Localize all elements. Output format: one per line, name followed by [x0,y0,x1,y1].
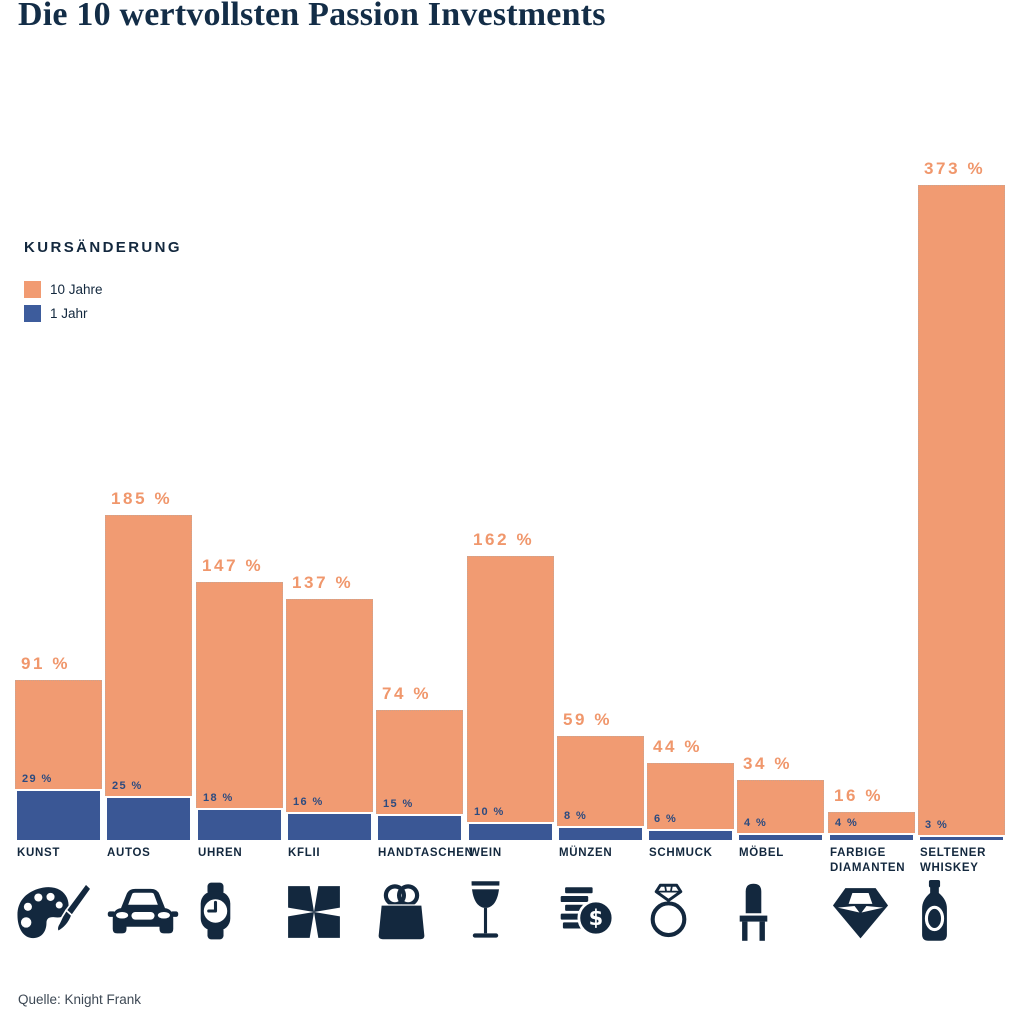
legend-heading: KURSÄNDERUNG [24,239,182,256]
bar-10-jahre [557,736,644,840]
bar-10-jahre [647,763,734,840]
bar-1-jahr [286,812,373,840]
legend-item-label: 1 Jahr [50,306,88,321]
category-label: WEIN [469,847,502,859]
value-label-10-jahre: 137 % [292,573,354,592]
wine-glass-icon [468,880,503,942]
palette-icon [16,883,92,941]
legend-item-label: 10 Jahre [50,282,103,297]
category-label: MÖBEL [739,847,785,859]
legend-swatch-1 [24,305,41,322]
chair-icon [738,882,769,942]
legend-swatch-0 [24,281,41,298]
value-label-10-jahre: 59 % [563,710,613,729]
value-label-1-jahr: 16 % [293,796,324,808]
diamond-icon [829,886,892,940]
bar-1-jahr [828,833,915,840]
bar-10-jahre [196,582,283,840]
category-label: HANDTASCHEN [378,847,474,859]
page-title: Die 10 wertvollsten Passion Investments [18,0,606,33]
value-label-10-jahre: 74 % [382,684,432,703]
chart-legend: KURSÄNDERUNG 10 Jahre 1 Jahr [24,239,182,329]
value-label-1-jahr: 15 % [383,798,414,810]
bar-10-jahre [467,556,554,840]
source-note: Quelle: Knight Frank [18,992,142,1007]
bar-1-jahr [376,814,463,840]
value-label-1-jahr: 3 % [925,819,949,831]
category-label: UHREN [198,847,243,859]
bar-1-jahr [647,829,734,840]
bar-10-jahre [737,780,824,840]
value-label-10-jahre: 91 % [21,654,71,673]
value-label-10-jahre: 162 % [473,530,535,549]
bar-10-jahre [286,599,373,840]
category-label: SCHMUCK [649,847,713,859]
value-label-10-jahre: 34 % [743,754,793,773]
value-label-1-jahr: 29 % [22,773,53,785]
legend-item: 1 Jahr [24,305,182,322]
value-label-1-jahr: 18 % [203,792,234,804]
legend-items: 10 Jahre 1 Jahr [24,281,182,322]
car-icon [106,885,180,940]
bar-10-jahre [105,515,192,840]
watch-icon [197,880,234,942]
coins-icon: $ [558,885,614,940]
bar-1-jahr [196,808,283,840]
bar-1-jahr [557,826,644,840]
category-label: SELTENER WHISKEY [920,847,987,874]
category-label: FARBIGE DIAMANTEN [830,847,906,874]
legend-item: 10 Jahre [24,281,182,298]
bar-1-jahr [467,822,554,840]
bar-1-jahr [737,833,824,840]
handbag-icon [377,881,426,941]
category-label: KFLII [288,847,321,859]
category-label: KUNST [17,847,61,859]
value-label-1-jahr: 4 % [835,817,859,829]
value-label-1-jahr: 25 % [112,780,143,792]
ring-icon [648,880,689,942]
value-label-1-jahr: 10 % [474,806,505,818]
whiskey-bottle-icon [919,880,950,942]
bar-10-jahre [918,185,1005,840]
bar-1-jahr [15,789,102,840]
value-label-1-jahr: 4 % [744,817,768,829]
bar-1-jahr [105,796,192,840]
value-label-1-jahr: 6 % [654,813,678,825]
svg-text:$: $ [589,906,604,930]
kflii-pattern-icon [287,885,341,939]
value-label-10-jahre: 44 % [653,737,703,756]
category-label: MÜNZEN [559,847,613,859]
value-label-10-jahre: 185 % [111,489,173,508]
value-label-1-jahr: 8 % [564,810,588,822]
category-label: AUTOS [107,847,151,859]
value-label-10-jahre: 16 % [834,786,884,805]
bar-1-jahr [918,835,1005,840]
value-label-10-jahre: 373 % [924,159,986,178]
value-label-10-jahre: 147 % [202,556,264,575]
